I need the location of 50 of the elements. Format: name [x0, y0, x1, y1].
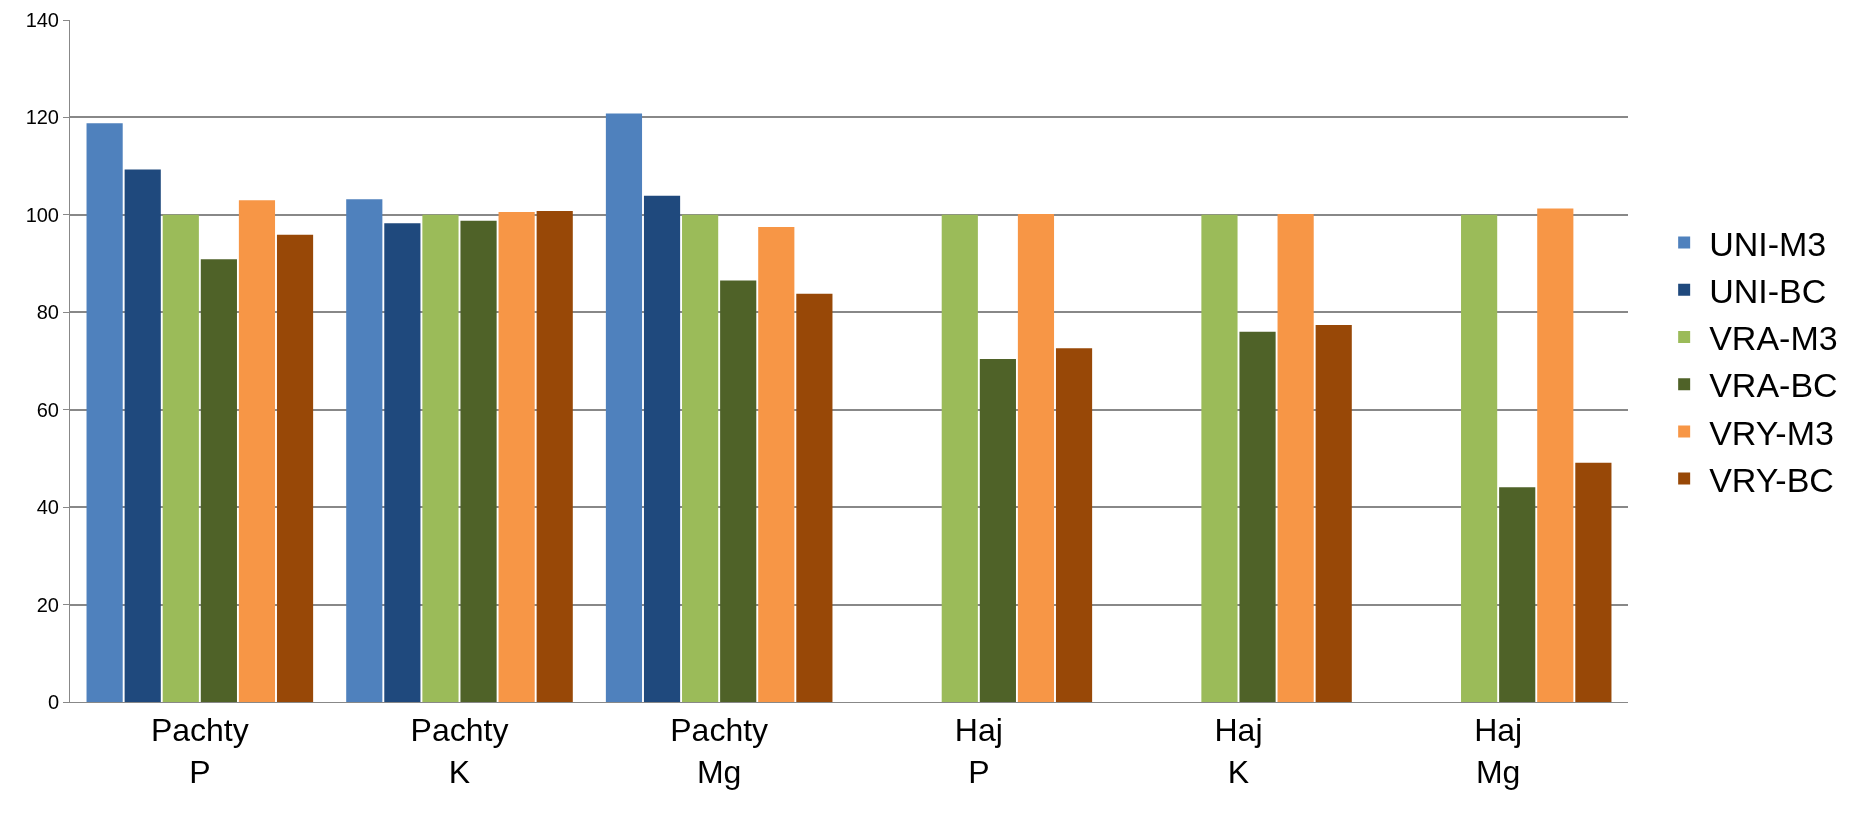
y-tick-label: 140 [25, 9, 59, 31]
bar [498, 211, 535, 702]
x-tick-label: Pachty K [410, 712, 509, 790]
x-tick-label: Haj K [1214, 712, 1263, 790]
legend-label: VRA-M3 [1709, 319, 1838, 358]
bar [346, 199, 383, 702]
y-tick-label: 0 [47, 691, 59, 713]
bar [238, 200, 276, 702]
bar [1201, 214, 1238, 702]
bar [162, 214, 199, 702]
y-tick-label: 120 [25, 106, 59, 129]
bar [720, 280, 757, 702]
bar [1017, 213, 1055, 702]
bar [1537, 208, 1574, 702]
bar [979, 359, 1016, 702]
legend-label: VRY-BC [1709, 460, 1834, 499]
bar [422, 214, 459, 702]
bar [536, 210, 573, 702]
legend-label: VRA-BC [1709, 366, 1838, 405]
bar [124, 169, 161, 702]
x-tick-label: Pachty Mg [670, 712, 769, 790]
x-tick-label: Haj Mg [1474, 712, 1523, 790]
bar [1277, 213, 1314, 702]
y-tick-label: 40 [36, 496, 59, 519]
y-tick-label: 100 [25, 203, 59, 226]
bar [796, 293, 833, 702]
y-tick-label: 80 [36, 301, 59, 324]
x-tick-label: Haj P [954, 712, 1003, 790]
bar [86, 123, 123, 702]
legend-label: VRY-M3 [1709, 413, 1834, 452]
bar [200, 259, 237, 702]
y-tick-label: 60 [36, 398, 59, 421]
bar [1315, 324, 1352, 702]
bar [1239, 331, 1276, 702]
x-tick-label: Pachty P [150, 712, 249, 790]
bar [682, 214, 719, 702]
bar [1461, 214, 1498, 702]
bar [276, 234, 314, 702]
bar [758, 227, 795, 702]
legend-label: UNI-BC [1709, 272, 1827, 311]
bar [460, 220, 497, 702]
bar [1055, 348, 1093, 702]
bar [605, 113, 643, 702]
y-tick-label: 20 [36, 593, 59, 616]
bar [941, 214, 978, 702]
bar [1575, 462, 1612, 702]
bar [384, 223, 421, 702]
legend-label: UNI-M3 [1709, 224, 1827, 263]
bar [643, 195, 681, 702]
bar [1499, 487, 1536, 702]
